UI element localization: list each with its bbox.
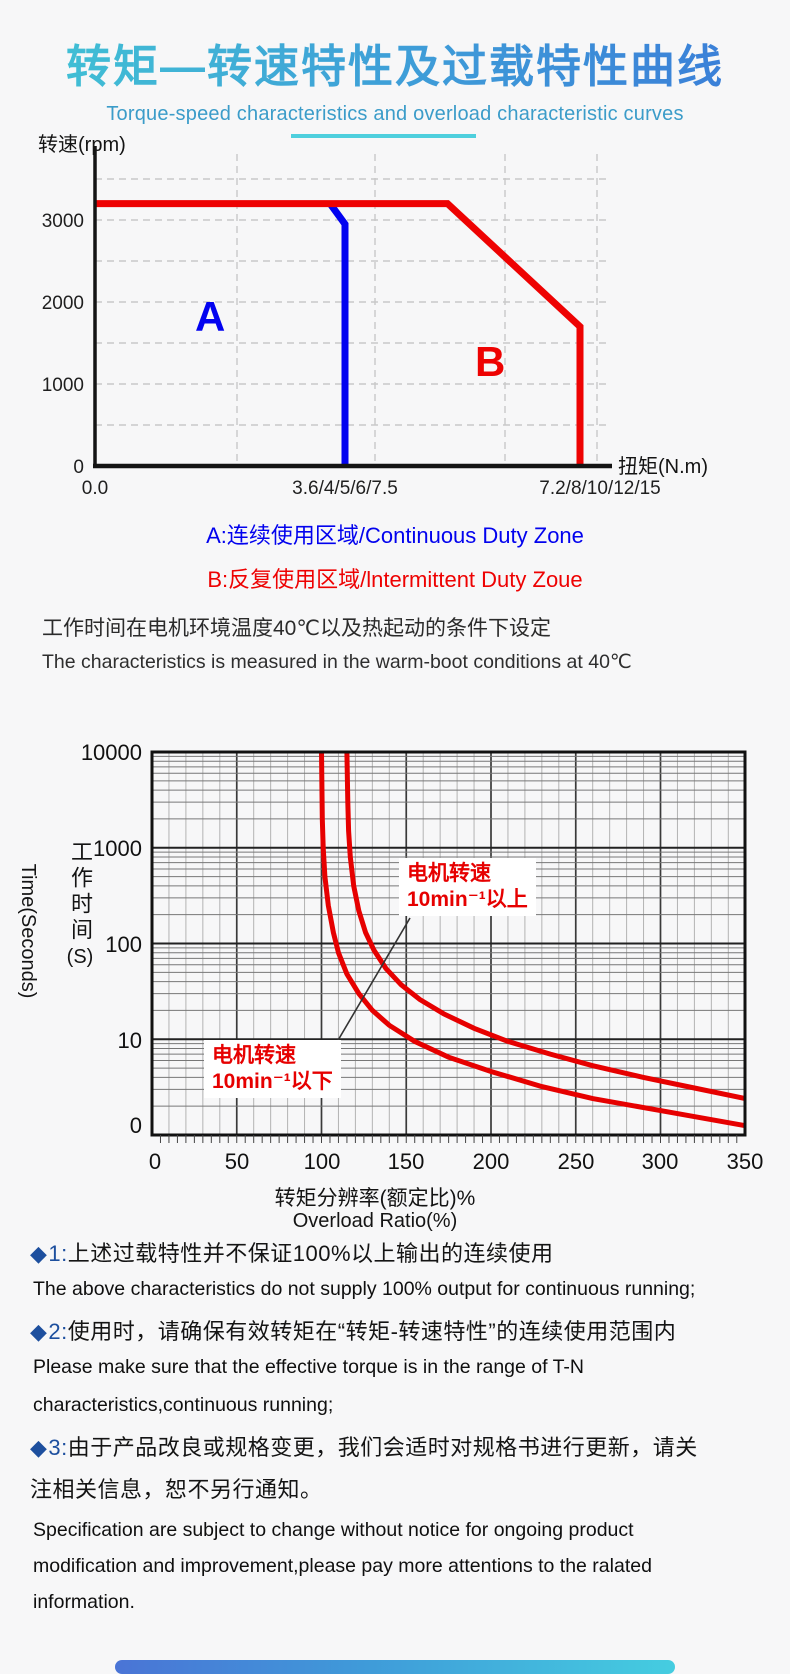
ol-xtick-350: 350 xyxy=(727,1149,764,1174)
legend-intermittent: B:反复使用区域/lntermittent Duty Zoue xyxy=(207,567,583,592)
ol-x-axis-label-en: Overload Ratio(%) xyxy=(292,1210,458,1232)
ol-xtick-200: 200 xyxy=(473,1149,510,1174)
annotation-pointer-line xyxy=(336,917,411,1043)
tn-chart-canvas: A B 3000 2000 1000 0 0.0 3.6/4/5/6/7.5 7… xyxy=(42,146,708,499)
tn-ytick-2000: 2000 xyxy=(42,293,84,314)
tn-ytick-1000: 1000 xyxy=(42,375,84,396)
condition-cn: 工作时间在电机环境温度40℃以及热起动的条件下设定 xyxy=(42,617,551,640)
ol-xtick-50: 50 xyxy=(225,1149,249,1174)
diamond-icon: ◆ xyxy=(30,1319,48,1344)
tn-xtick-0: 0.0 xyxy=(82,478,108,499)
note-3-cn-line2: 注相关信息，恕不另行通知。 xyxy=(30,1477,323,1502)
ol-y-axis-label-en: Time(Seconds) xyxy=(17,863,39,999)
ol-ytick-10000: 10000 xyxy=(81,740,142,765)
annotation-speed-below-10: 电机转速 10min⁻¹以下 xyxy=(204,1040,341,1099)
annotation-speed-above-10: 电机转速 10min⁻¹以上 xyxy=(399,858,536,917)
header: 转矩—转速特性及过载特性曲线 Torque-speed characterist… xyxy=(0,0,790,138)
duty-zone-legend: A:连续使用区域/Continuous Duty Zone B:反复使用区域/l… xyxy=(0,514,790,604)
note-1-en: The above characteristics do not supply … xyxy=(33,1278,696,1300)
tn-ytick-0: 0 xyxy=(73,457,84,478)
ol-xtick-300: 300 xyxy=(642,1149,679,1174)
note-2-en-line2: characteristics,continuous running; xyxy=(33,1394,334,1416)
ol-ytick-1: 0 xyxy=(130,1113,142,1138)
ol-xtick-250: 250 xyxy=(558,1149,595,1174)
zone-b-label: B xyxy=(475,338,505,385)
tn-xtick-rated: 3.6/4/5/6/7.5 xyxy=(292,478,398,499)
note-2-cn: ◆2:使用时，请确保有效转矩在“转矩-转速特性”的连续使用范围内 xyxy=(30,1319,677,1344)
page-subtitle: Torque-speed characteristics and overloa… xyxy=(106,103,684,125)
diamond-icon: ◆ xyxy=(30,1435,48,1460)
condition-en: The characteristics is measured in the w… xyxy=(42,651,632,673)
tn-ytick-3000: 3000 xyxy=(42,211,84,232)
overload-axis-ticks xyxy=(159,1135,738,1143)
tn-chart: 转速(rpm) A B 3000 2000 1000 xyxy=(0,128,790,510)
zone-a-label: A xyxy=(195,293,225,340)
note-3-cn-line1: ◆3:由于产品改良或规格变更，我们会适时对规格书进行更新，请关 xyxy=(30,1435,698,1460)
ol-y-axis-label-cn: 工作时间 (S) xyxy=(66,840,94,968)
ol-x-axis-label-cn: 转矩分辨率(额定比)% xyxy=(274,1187,476,1210)
diamond-icon: ◆ xyxy=(30,1241,48,1266)
tn-y-axis-label: 转速(rpm) xyxy=(38,134,126,156)
note-2-en-line1: Please make sure that the effective torq… xyxy=(33,1356,585,1378)
ol-xtick-0: 0 xyxy=(149,1149,161,1174)
tn-x-axis-label: 扭矩(N.m) xyxy=(618,455,708,478)
page-title: 转矩—转速特性及过载特性曲线 xyxy=(0,30,790,95)
tn-duty-zone-curves xyxy=(95,200,584,466)
note-3-en-line3: information. xyxy=(33,1591,135,1613)
tn-xtick-peak: 7.2/8/10/12/15 xyxy=(539,478,661,499)
notes: ◆1:上述过载特性并不保证100%以上输出的连续使用 The above cha… xyxy=(0,1236,790,1614)
overload-chart: 10000 1000 100 10 0 0 50 100 150 200 250… xyxy=(0,690,790,1245)
tn-gridlines xyxy=(95,154,608,466)
condition-text: 工作时间在电机环境温度40℃以及热起动的条件下设定 The characteri… xyxy=(0,612,790,682)
ol-ytick-100: 100 xyxy=(105,932,142,957)
overload-curves xyxy=(319,751,746,1129)
legend-continuous: A:连续使用区域/Continuous Duty Zone xyxy=(206,523,584,548)
footer-accent-bar xyxy=(115,1660,675,1674)
note-1-cn: ◆1:上述过载特性并不保证100%以上输出的连续使用 xyxy=(30,1241,554,1266)
ol-xtick-100: 100 xyxy=(304,1149,341,1174)
subtitle-underline xyxy=(290,134,476,138)
ol-ytick-1000: 1000 xyxy=(93,836,142,861)
note-3-en-line2: modification and improvement,please pay … xyxy=(33,1555,652,1577)
ol-xtick-150: 150 xyxy=(388,1149,425,1174)
note-3-en-line1: Specification are subject to change with… xyxy=(33,1519,634,1541)
ol-ytick-10: 10 xyxy=(118,1028,142,1053)
overload-chart-canvas: 10000 1000 100 10 0 0 50 100 150 200 250… xyxy=(81,740,764,1174)
